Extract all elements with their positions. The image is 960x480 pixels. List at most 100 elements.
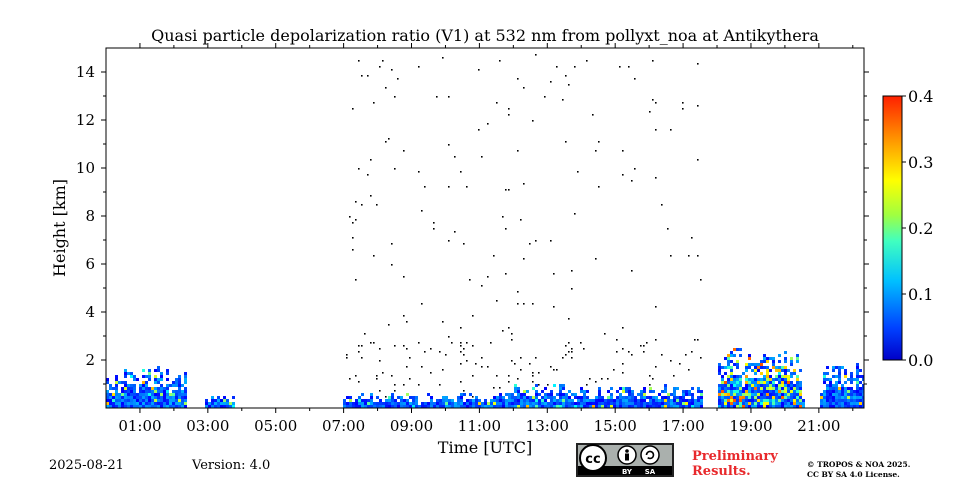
noise-point xyxy=(487,366,489,368)
noise-point xyxy=(652,378,654,380)
heatmap-cell xyxy=(619,393,622,396)
heatmap-cell xyxy=(154,405,157,408)
heatmap-cell xyxy=(151,402,154,405)
noise-point xyxy=(571,357,573,359)
heatmap-cell xyxy=(682,399,685,402)
heatmap-cell xyxy=(139,405,142,408)
heatmap-cell xyxy=(775,393,778,396)
heatmap-cell xyxy=(676,402,679,405)
heatmap-cell xyxy=(787,381,790,384)
heatmap-cell xyxy=(697,405,700,408)
x-tick-label: 21:00 xyxy=(797,417,840,435)
heatmap-cell xyxy=(859,396,862,399)
heatmap-cell xyxy=(148,390,151,393)
noise-point xyxy=(565,354,567,356)
heatmap-cell xyxy=(535,384,538,387)
heatmap-cell xyxy=(754,390,757,393)
heatmap-cell xyxy=(763,393,766,396)
noise-point xyxy=(634,168,636,170)
noise-point xyxy=(433,222,435,224)
heatmap-cell xyxy=(739,396,742,399)
heatmap-cell xyxy=(664,390,667,393)
heatmap-cell xyxy=(685,393,688,396)
heatmap-cell xyxy=(451,405,454,408)
heatmap-cell xyxy=(178,399,181,402)
heatmap-cell xyxy=(550,393,553,396)
noise-point xyxy=(490,342,492,344)
noise-point xyxy=(556,66,558,68)
heatmap-cell xyxy=(517,399,520,402)
heatmap-cell xyxy=(229,402,232,405)
heatmap-cell xyxy=(796,354,799,357)
heatmap-cell xyxy=(673,405,676,408)
noise-point xyxy=(655,366,657,368)
heatmap-cell xyxy=(358,399,361,402)
noise-point xyxy=(397,78,399,80)
heatmap-cell xyxy=(115,390,118,393)
heatmap-cell xyxy=(856,378,859,381)
heatmap-cell xyxy=(217,402,220,405)
noise-point xyxy=(631,180,633,182)
heatmap-cell xyxy=(832,384,835,387)
heatmap-cell xyxy=(796,378,799,381)
heatmap-cell xyxy=(739,399,742,402)
heatmap-cell xyxy=(649,405,652,408)
heatmap-cell xyxy=(781,387,784,390)
colorbar xyxy=(882,95,903,361)
noise-point xyxy=(463,390,465,392)
heatmap-cell xyxy=(460,402,463,405)
noise-point xyxy=(352,249,354,251)
noise-point xyxy=(379,390,381,392)
heatmap-cell xyxy=(211,399,214,402)
heatmap-cell xyxy=(829,387,832,390)
heatmap-cell xyxy=(559,396,562,399)
heatmap-cell xyxy=(862,387,864,390)
heatmap-cell xyxy=(106,402,109,405)
noise-point xyxy=(622,150,624,152)
heatmap-cell xyxy=(172,384,175,387)
heatmap-cell xyxy=(523,390,526,393)
heatmap-cell xyxy=(790,387,793,390)
heatmap-cell xyxy=(745,375,748,378)
y-tick-label: 6 xyxy=(85,255,95,273)
heatmap-cell xyxy=(793,402,796,405)
heatmap-cell xyxy=(748,363,751,366)
noise-point xyxy=(679,363,681,365)
heatmap-cell xyxy=(514,390,517,393)
heatmap-cell xyxy=(838,366,841,369)
heatmap-cell xyxy=(157,399,160,402)
heatmap-cell xyxy=(616,399,619,402)
heatmap-cell xyxy=(475,405,478,408)
heatmap-cell xyxy=(727,399,730,402)
heatmap-cell xyxy=(766,384,769,387)
noise-point xyxy=(556,369,558,371)
heatmap-cell xyxy=(121,399,124,402)
heatmap-cell xyxy=(160,384,163,387)
heatmap-cell xyxy=(511,402,514,405)
heatmap-cell xyxy=(547,405,550,408)
heatmap-cell xyxy=(760,387,763,390)
heatmap-cell xyxy=(142,369,145,372)
heatmap-cell xyxy=(133,387,136,390)
heatmap-cell xyxy=(490,399,493,402)
heatmap-cell xyxy=(724,381,727,384)
heatmap-cell xyxy=(493,399,496,402)
noise-point xyxy=(532,375,534,377)
heatmap-cell xyxy=(559,390,562,393)
heatmap-cell xyxy=(661,402,664,405)
heatmap-cell xyxy=(832,402,835,405)
heatmap-cell xyxy=(760,390,763,393)
heatmap-cell xyxy=(784,357,787,360)
heatmap-cell xyxy=(169,402,172,405)
heatmap-cell xyxy=(112,393,115,396)
heatmap-cell xyxy=(625,399,628,402)
heatmap-cell xyxy=(586,399,589,402)
heatmap-cell xyxy=(394,405,397,408)
heatmap-cell xyxy=(205,405,208,408)
heatmap-cell xyxy=(583,399,586,402)
heatmap-cell xyxy=(637,402,640,405)
heatmap-cell xyxy=(844,396,847,399)
heatmap-cell xyxy=(349,402,352,405)
noise-point xyxy=(532,303,534,305)
heatmap-cell xyxy=(727,393,730,396)
